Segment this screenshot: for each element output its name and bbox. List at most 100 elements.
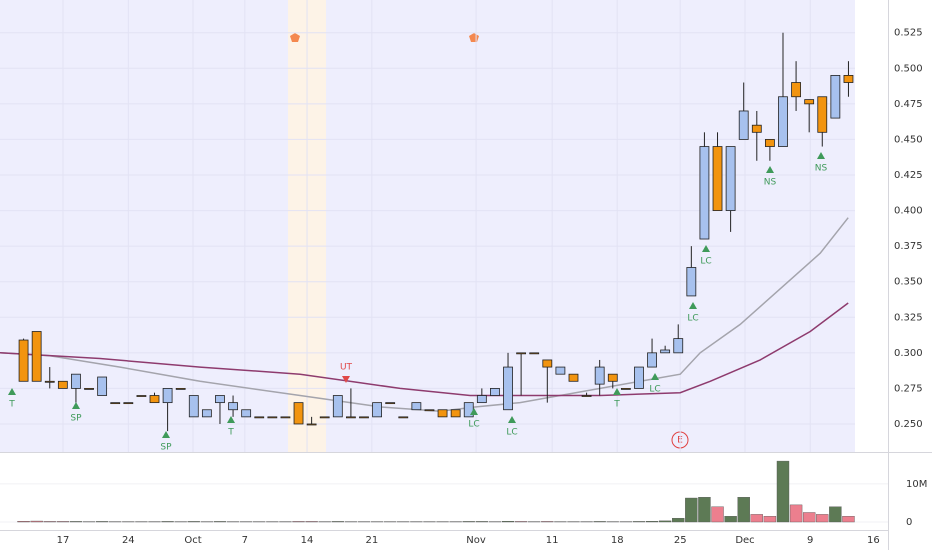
signal-arrow bbox=[508, 416, 516, 423]
y-tick-label: 0.400 bbox=[894, 206, 923, 217]
volume-bar bbox=[541, 521, 554, 523]
volume-bar bbox=[475, 521, 489, 523]
signal-label: NS bbox=[764, 178, 777, 188]
volume-tick-label: 10M bbox=[906, 479, 927, 490]
volume-bar bbox=[305, 521, 318, 523]
candle-body bbox=[673, 338, 684, 354]
moving-average-line bbox=[0, 217, 849, 412]
y-tick-label: 0.325 bbox=[894, 312, 923, 323]
candle-body bbox=[110, 402, 121, 405]
signal-arrow bbox=[651, 373, 659, 380]
x-tick-label: 7 bbox=[242, 535, 248, 546]
candle-body bbox=[175, 388, 186, 390]
signal-arrow bbox=[766, 166, 774, 173]
event-marker bbox=[290, 33, 300, 42]
signal-label: SP bbox=[70, 414, 82, 424]
candle-body bbox=[267, 416, 278, 419]
signal-arrow bbox=[470, 408, 478, 415]
candle-body bbox=[84, 388, 94, 390]
candle-body bbox=[660, 349, 671, 354]
volume-bar bbox=[69, 521, 83, 523]
candle-body bbox=[254, 416, 265, 419]
volume-bar bbox=[161, 521, 174, 523]
candle-body bbox=[712, 146, 723, 211]
volume-bar bbox=[685, 497, 698, 523]
x-tick-label: 24 bbox=[122, 535, 135, 546]
volume-bar bbox=[17, 521, 30, 523]
candle-body bbox=[372, 402, 382, 418]
volume-bar bbox=[750, 514, 763, 523]
candle-body bbox=[57, 380, 68, 389]
y-tick-label: 0.525 bbox=[894, 28, 923, 39]
volume-bar bbox=[632, 521, 646, 523]
candle-body bbox=[830, 75, 841, 119]
candle-body bbox=[398, 416, 409, 419]
x-tick-label: 11 bbox=[546, 535, 559, 546]
candle-body bbox=[385, 402, 396, 405]
volume-bar bbox=[462, 521, 475, 523]
x-tick-label: 14 bbox=[301, 535, 314, 546]
volume-bar bbox=[187, 521, 200, 523]
volume-bar bbox=[816, 514, 829, 523]
candle-body bbox=[31, 331, 42, 382]
main-pane-bg bbox=[0, 0, 855, 452]
signal-arrow bbox=[8, 388, 16, 395]
y-tick-label: 0.425 bbox=[894, 170, 923, 181]
signal-label: SP bbox=[160, 443, 172, 453]
y-tick-label: 0.300 bbox=[894, 348, 923, 359]
volume-bar bbox=[829, 506, 842, 523]
x-tick-label: 9 bbox=[807, 535, 813, 546]
candle-body bbox=[607, 373, 618, 382]
candle-body bbox=[450, 409, 461, 418]
volume-bar bbox=[292, 521, 305, 523]
candle-body bbox=[215, 395, 225, 404]
volume-bar bbox=[30, 520, 43, 523]
signal-label: LC bbox=[649, 385, 660, 395]
candle-body bbox=[228, 402, 238, 411]
candle-body bbox=[647, 352, 657, 368]
x-tick-label: 25 bbox=[674, 535, 687, 546]
candle-body bbox=[634, 366, 644, 389]
volume-bar bbox=[711, 506, 724, 523]
candle-body bbox=[201, 409, 212, 418]
candle-body bbox=[346, 416, 356, 419]
x-tick-label: Nov bbox=[466, 535, 486, 546]
candle-body bbox=[306, 423, 317, 426]
signal-label: UT bbox=[340, 363, 353, 373]
signal-arrow bbox=[702, 245, 710, 252]
volume-bar bbox=[213, 521, 227, 523]
volume-bar bbox=[842, 516, 855, 523]
volume-bar bbox=[501, 521, 515, 523]
candle-body bbox=[149, 395, 160, 404]
x-tick-label: 16 bbox=[867, 535, 880, 546]
candle-body bbox=[778, 96, 788, 147]
candle-body bbox=[699, 146, 710, 240]
candle-body bbox=[280, 416, 291, 419]
signal-label: T bbox=[227, 428, 234, 438]
volume-bar bbox=[43, 521, 56, 523]
candle-body bbox=[319, 416, 330, 419]
volume-bar bbox=[514, 521, 528, 523]
volume-bar bbox=[658, 520, 672, 523]
candle-body bbox=[516, 352, 527, 355]
candle-body bbox=[476, 395, 487, 404]
candle-body bbox=[594, 366, 605, 385]
candle-body bbox=[791, 82, 801, 98]
signal-arrow bbox=[162, 431, 170, 438]
volume-bar bbox=[593, 521, 606, 523]
candle-body bbox=[503, 366, 513, 411]
y-tick-label: 0.500 bbox=[894, 63, 923, 74]
candle-body bbox=[332, 395, 343, 418]
candle-body bbox=[568, 373, 579, 382]
candle-body bbox=[293, 402, 304, 425]
volume-bar bbox=[645, 521, 659, 523]
candle-body bbox=[44, 380, 55, 383]
y-tick-label: 0.350 bbox=[894, 277, 923, 288]
signal-arrow bbox=[613, 388, 621, 395]
candle-body bbox=[555, 366, 566, 375]
candle-body bbox=[751, 124, 762, 133]
candle-body bbox=[18, 339, 29, 382]
volume-bar bbox=[331, 521, 345, 523]
volume-bar bbox=[95, 521, 109, 523]
